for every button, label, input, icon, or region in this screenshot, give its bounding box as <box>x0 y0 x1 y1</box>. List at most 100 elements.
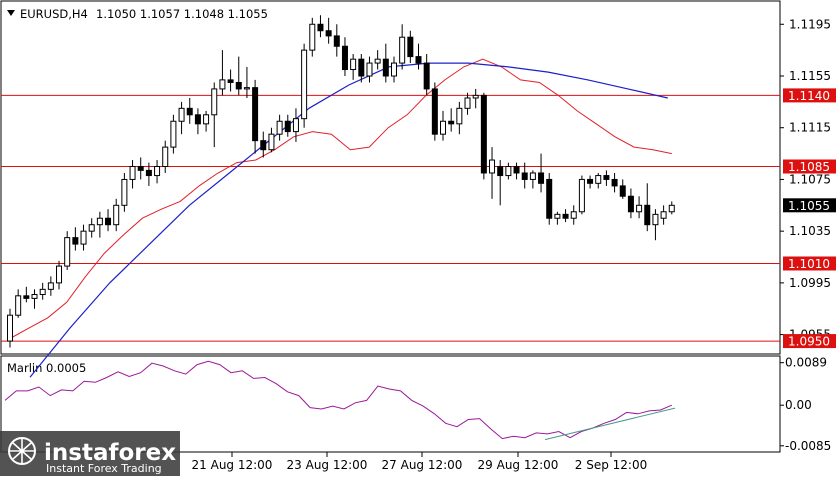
candle-body <box>644 204 651 226</box>
candle <box>521 162 528 189</box>
candle-body <box>652 213 659 226</box>
time-tick-label: 23 Aug 12:00 <box>287 458 368 472</box>
candle <box>219 50 226 96</box>
candle-body <box>554 213 561 219</box>
candle <box>538 153 545 193</box>
candle <box>243 66 250 98</box>
candle-body <box>636 204 643 213</box>
candle <box>611 172 618 193</box>
candle-body <box>170 120 177 148</box>
candle <box>668 201 675 215</box>
candle <box>252 79 259 154</box>
candle <box>627 188 634 219</box>
oscillator: 0.0089 0.00 -0.0085 <box>4 356 831 453</box>
candle <box>154 160 161 184</box>
candle-body <box>227 79 234 83</box>
candle <box>546 172 553 225</box>
instaforex-logo-icon <box>8 437 36 465</box>
candle <box>423 54 430 96</box>
candle-body <box>570 211 577 219</box>
candle-body <box>145 169 152 177</box>
candle-body <box>7 314 13 342</box>
candle-body <box>56 265 63 284</box>
moving-average-slow <box>29 62 668 378</box>
time-tick-label: 2 Sep 12:00 <box>575 458 647 472</box>
candle-body <box>595 175 602 184</box>
candle <box>268 127 275 153</box>
candle-body <box>235 81 242 90</box>
candle-body <box>203 114 210 125</box>
time-axis: 21 Aug 12:00 23 Aug 12:00 27 Aug 12:00 29 A… <box>192 452 647 472</box>
symbol-dropdown-arrow-icon[interactable] <box>7 10 15 16</box>
candle <box>145 162 152 186</box>
candle-body <box>431 88 438 135</box>
candle-body <box>31 294 38 299</box>
candle <box>170 114 177 154</box>
moving-average-fast <box>9 58 672 339</box>
candle-body <box>341 45 348 71</box>
candle-body <box>186 107 193 116</box>
symbol-timeframe: EURUSD,H4 <box>20 7 88 21</box>
candle <box>276 114 283 141</box>
candle <box>64 231 71 270</box>
level-price-tag-label: 1.0950 <box>788 335 830 349</box>
candle <box>178 101 185 135</box>
candle <box>489 147 496 199</box>
price-tick-label: 1.1155 <box>789 69 831 83</box>
level-price-tag-label: 1.1085 <box>788 160 830 174</box>
candle-body <box>538 172 545 184</box>
candle-body <box>399 36 406 64</box>
candle <box>292 108 299 142</box>
candle-body <box>292 118 299 133</box>
candle <box>227 69 234 92</box>
moving-averages <box>9 58 672 378</box>
candle-body <box>64 237 71 267</box>
candle-body <box>39 288 46 296</box>
candle-body <box>88 224 95 232</box>
candle <box>186 97 193 124</box>
price-panel[interactable] <box>0 0 781 355</box>
oscillator-tick-label: 0.00 <box>785 398 812 412</box>
candle <box>358 54 365 83</box>
candle-body <box>497 166 504 177</box>
candle-body <box>211 88 218 116</box>
candle-body <box>137 166 144 171</box>
candle <box>562 209 569 223</box>
level-price-tag <box>783 256 836 271</box>
candle-body <box>619 185 626 197</box>
price-tick-label: 1.1035 <box>789 224 831 238</box>
candle <box>31 289 38 309</box>
candle-body <box>154 166 161 177</box>
candle-body <box>309 23 316 51</box>
candle-body <box>284 120 291 133</box>
candle-body <box>219 79 226 90</box>
candle <box>333 24 340 57</box>
candle <box>595 172 602 189</box>
candle-body <box>505 166 512 177</box>
candle <box>23 286 30 303</box>
candle-body <box>415 56 422 64</box>
candle-body <box>252 87 259 142</box>
candle <box>472 88 479 109</box>
candle <box>309 17 316 57</box>
price-axis: 1.1195 1.1155 1.1115 1.1075 1.1035 1.0995 1.09… <box>780 17 836 349</box>
candle <box>194 108 201 135</box>
candle <box>636 196 643 219</box>
candle <box>415 43 422 70</box>
candle-body <box>243 87 250 90</box>
candle-body <box>105 217 112 226</box>
candle <box>15 289 22 318</box>
candle <box>407 30 414 64</box>
candle-body <box>546 178 553 219</box>
candle-body <box>23 295 30 299</box>
candle-body <box>407 36 414 58</box>
candle-body <box>268 133 275 151</box>
candle-body <box>276 120 283 135</box>
candle <box>56 260 63 290</box>
candle-body <box>113 204 120 226</box>
candle-body <box>489 159 496 174</box>
price-tick-label: 1.1115 <box>789 121 831 135</box>
candle-body <box>80 230 87 245</box>
candle <box>399 24 406 70</box>
